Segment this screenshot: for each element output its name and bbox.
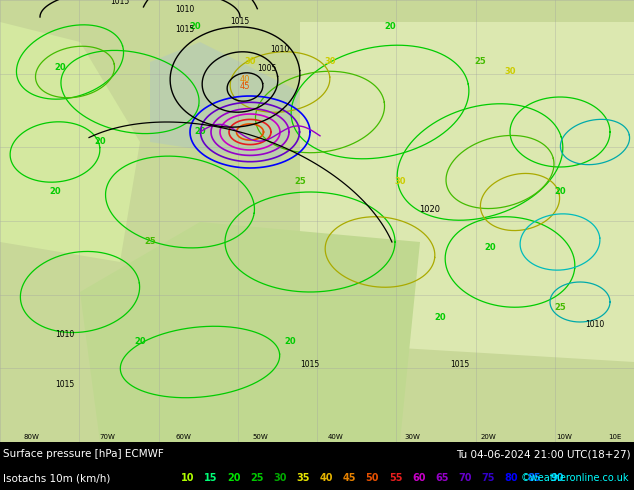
- Text: 1010: 1010: [175, 5, 194, 14]
- Text: 20: 20: [94, 138, 106, 147]
- Text: 1015: 1015: [301, 360, 320, 369]
- Text: 10W: 10W: [556, 434, 573, 440]
- Text: 1015: 1015: [55, 380, 75, 389]
- Polygon shape: [300, 22, 634, 362]
- Text: 90: 90: [551, 473, 564, 483]
- Text: Isotachs 10m (km/h): Isotachs 10m (km/h): [3, 473, 110, 483]
- Text: 1010: 1010: [585, 320, 605, 329]
- Text: 60: 60: [412, 473, 425, 483]
- Text: 25: 25: [144, 238, 156, 246]
- Text: 20: 20: [484, 243, 496, 251]
- Text: 1015: 1015: [110, 0, 129, 6]
- Text: Surface pressure [hPa] ECMWF: Surface pressure [hPa] ECMWF: [3, 449, 164, 459]
- Text: 80W: 80W: [23, 434, 40, 440]
- Text: 80: 80: [505, 473, 518, 483]
- Text: 50: 50: [366, 473, 379, 483]
- Text: 1005: 1005: [257, 64, 276, 73]
- Text: 85: 85: [527, 473, 541, 483]
- Text: 15: 15: [204, 473, 217, 483]
- Text: 1015: 1015: [175, 25, 194, 34]
- Text: 50W: 50W: [252, 434, 268, 440]
- Text: 20: 20: [227, 473, 240, 483]
- Text: 20: 20: [134, 338, 146, 346]
- Text: 45: 45: [240, 82, 250, 91]
- Text: 25: 25: [554, 302, 566, 312]
- Text: 60W: 60W: [176, 434, 192, 440]
- Text: ©weatheronline.co.uk: ©weatheronline.co.uk: [521, 473, 629, 483]
- Text: 20: 20: [384, 23, 396, 31]
- Text: 20: 20: [434, 313, 446, 321]
- Text: 20: 20: [554, 188, 566, 196]
- Text: 20W: 20W: [481, 434, 496, 440]
- Text: 40: 40: [320, 473, 333, 483]
- Text: 65: 65: [435, 473, 448, 483]
- Text: 1015: 1015: [450, 360, 470, 369]
- Text: 40W: 40W: [328, 434, 344, 440]
- Text: 45: 45: [342, 473, 356, 483]
- Text: 25: 25: [294, 177, 306, 187]
- Text: 30: 30: [324, 57, 336, 67]
- Text: 55: 55: [389, 473, 403, 483]
- Text: 35: 35: [296, 473, 310, 483]
- Text: 10E: 10E: [608, 434, 622, 440]
- Text: 75: 75: [481, 473, 495, 483]
- Text: Tu 04-06-2024 21:00 UTC(18+27): Tu 04-06-2024 21:00 UTC(18+27): [456, 449, 631, 459]
- Text: 20: 20: [54, 63, 66, 72]
- Text: 20: 20: [194, 127, 206, 137]
- Text: 30: 30: [244, 57, 256, 67]
- Text: 1015: 1015: [230, 17, 249, 26]
- Text: 25: 25: [250, 473, 264, 483]
- Text: 1010: 1010: [55, 330, 75, 339]
- Text: 20: 20: [189, 23, 201, 31]
- Text: 30: 30: [394, 177, 406, 187]
- Text: 20: 20: [284, 338, 296, 346]
- Text: 40: 40: [240, 75, 250, 84]
- Polygon shape: [150, 42, 300, 162]
- Polygon shape: [0, 22, 140, 262]
- Text: 1010: 1010: [270, 45, 289, 54]
- Text: 30: 30: [273, 473, 287, 483]
- Polygon shape: [80, 222, 420, 442]
- Text: 70W: 70W: [100, 434, 116, 440]
- Text: 30W: 30W: [404, 434, 420, 440]
- Text: 1020: 1020: [420, 205, 441, 214]
- Text: 10: 10: [181, 473, 194, 483]
- Text: 20: 20: [49, 188, 61, 196]
- Text: 70: 70: [458, 473, 472, 483]
- Text: 25: 25: [474, 57, 486, 67]
- Text: 30: 30: [504, 68, 515, 76]
